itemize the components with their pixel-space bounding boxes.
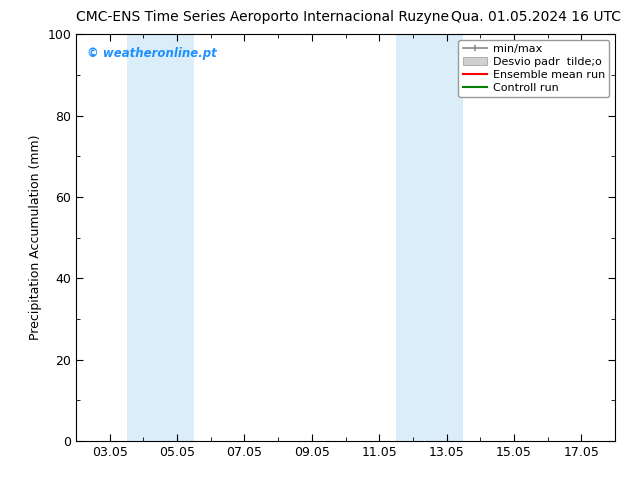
Bar (430, 34, 463, 441)
Text: © weatheronline.pt: © weatheronline.pt (87, 47, 217, 59)
Text: CMC-ENS Time Series Aeroporto Internacional Ruzyne: CMC-ENS Time Series Aeroporto Internacio… (76, 10, 449, 24)
Legend: min/max, Desvio padr  tilde;o, Ensemble mean run, Controll run: min/max, Desvio padr tilde;o, Ensemble m… (458, 40, 609, 97)
Bar (160, 34, 194, 441)
Text: Qua. 01.05.2024 16 UTC: Qua. 01.05.2024 16 UTC (451, 10, 621, 24)
Bar (396, 34, 430, 441)
Bar (127, 34, 160, 441)
Y-axis label: Precipitation Accumulation (mm): Precipitation Accumulation (mm) (29, 135, 42, 341)
